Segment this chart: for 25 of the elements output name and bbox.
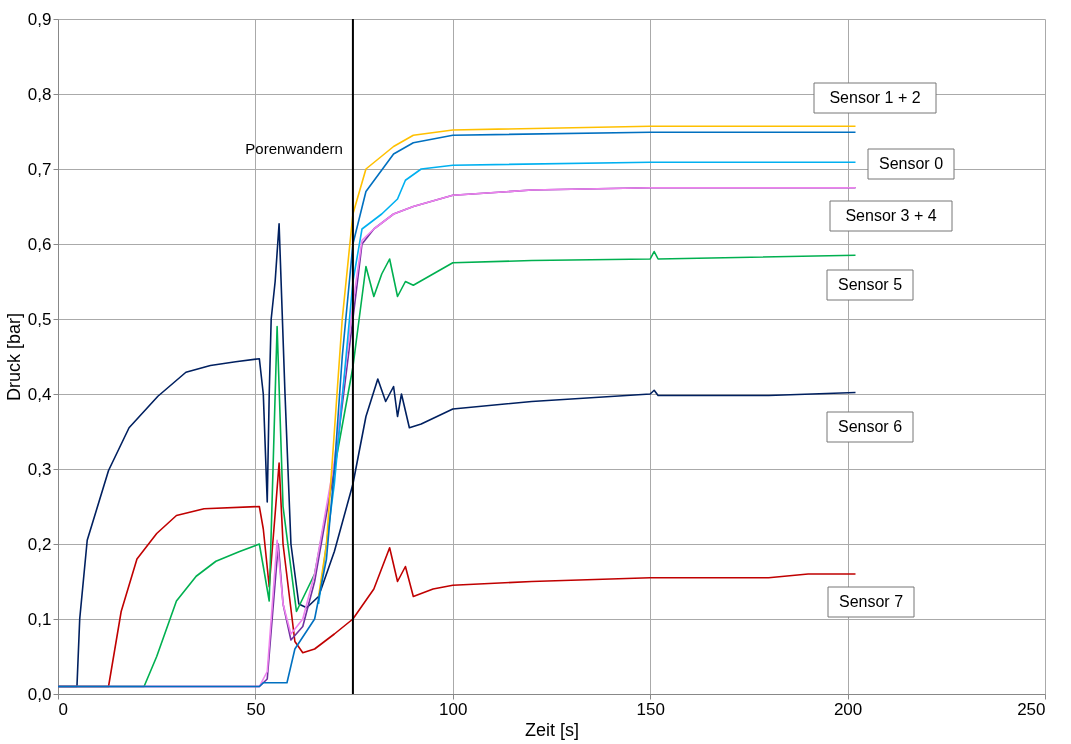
y-tick-label: 0,6: [27, 234, 52, 254]
y-tick-label: 0,1: [27, 609, 52, 629]
annotation: Sensor 0: [878, 155, 944, 172]
x-tick-label: 50: [246, 699, 266, 719]
x-tick-label: 100: [439, 699, 468, 719]
annotation: Sensor 3 + 4: [845, 207, 937, 224]
annotation: Sensor 5: [837, 276, 903, 293]
x-axis-title: Zeit [s]: [524, 719, 580, 740]
y-tick-label: 0,5: [27, 309, 52, 329]
x-tick-label: 250: [1017, 699, 1046, 719]
x-tick-label: 0: [58, 699, 68, 719]
annotation: Sensor 7: [838, 593, 904, 610]
ref-line-label: Porenwandern: [245, 140, 343, 157]
y-tick-label: 0,4: [27, 384, 52, 404]
y-tick-label: 0,9: [27, 9, 52, 29]
x-tick-label: 150: [636, 699, 665, 719]
y-tick-label: 0,0: [27, 684, 52, 704]
y-tick-label: 0,7: [27, 159, 52, 179]
y-tick-label: 0,2: [27, 534, 52, 554]
x-tick-label: 200: [833, 699, 863, 719]
annotation: Sensor 1 + 2: [829, 89, 921, 106]
annotation: Sensor 6: [837, 418, 903, 435]
y-axis-title: Druck [bar]: [3, 312, 24, 402]
y-tick-label: 0,8: [27, 84, 52, 104]
y-tick-label: 0,3: [27, 459, 52, 479]
